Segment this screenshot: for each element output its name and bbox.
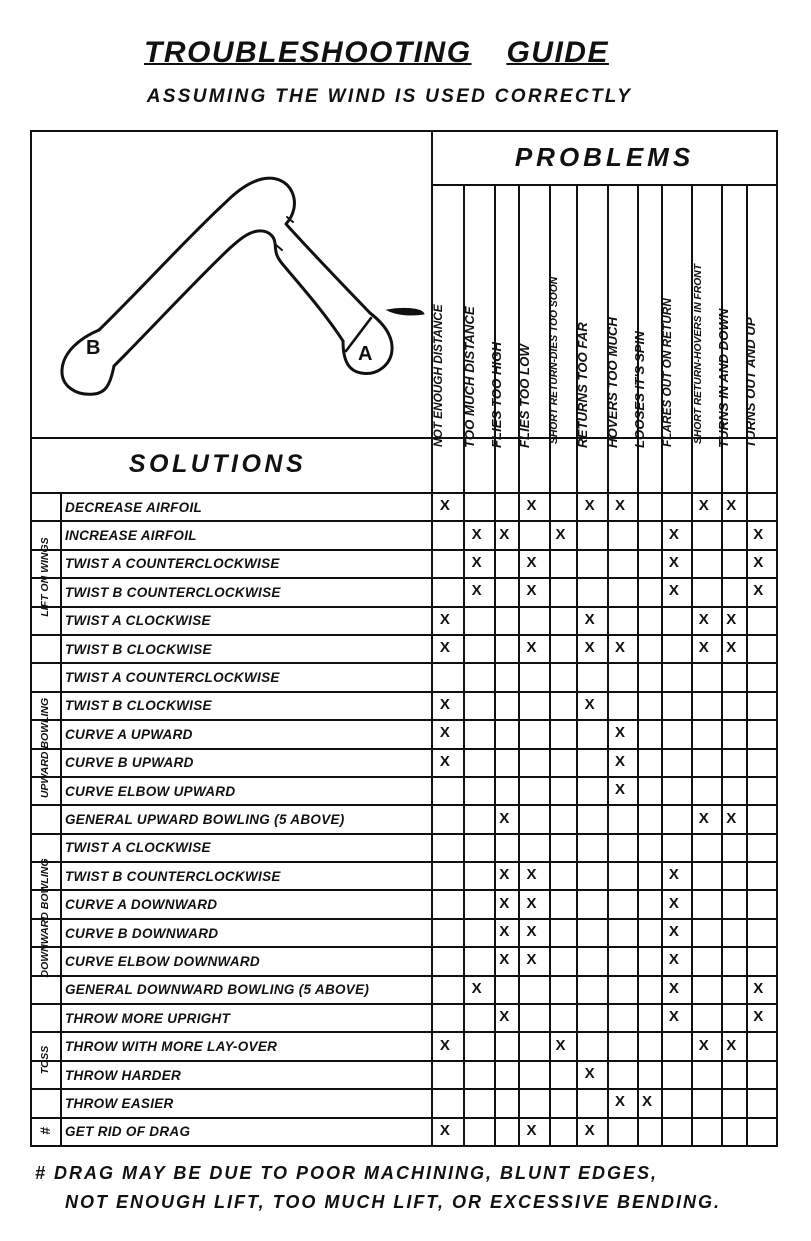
- svg-text:B: B: [86, 337, 100, 359]
- svg-text:A: A: [358, 343, 372, 365]
